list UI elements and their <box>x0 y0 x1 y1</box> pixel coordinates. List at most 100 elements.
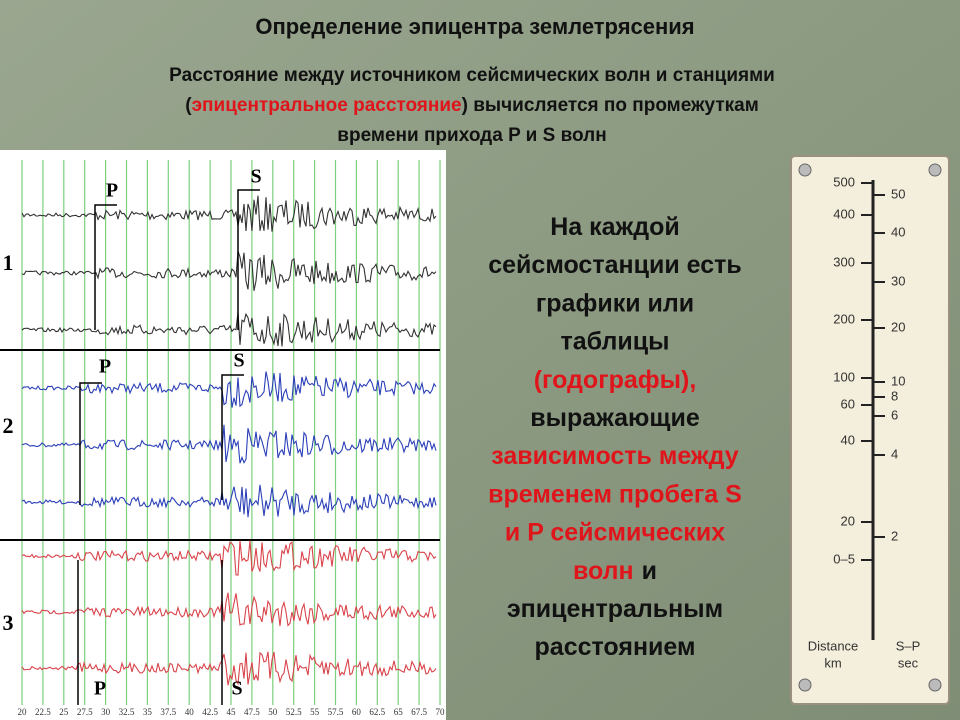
screw <box>798 163 812 177</box>
body-text: сейсмостанции есть <box>488 251 741 279</box>
sp-label: 2 <box>891 528 898 543</box>
explanation-line: временем пробега S <box>488 480 742 508</box>
highlight-text: и P сейсмических <box>505 518 725 546</box>
subtitle: времени прихода P и S волн <box>337 125 606 146</box>
explanation-line: эпицентральным <box>507 595 723 623</box>
explanation-line: и P сейсмических <box>505 518 725 546</box>
time-label: 50 <box>268 707 278 717</box>
time-label: 55 <box>310 707 320 717</box>
time-label: 47.5 <box>244 707 260 717</box>
explanation-line: сейсмостанции есть <box>488 251 741 279</box>
time-label: 20 <box>18 707 28 717</box>
distance-label: 400 <box>833 206 855 221</box>
explanation-line: таблицы <box>561 327 670 355</box>
time-label: 52.5 <box>286 707 302 717</box>
explanation-line: расстоянием <box>535 633 696 661</box>
sp-label: 8 <box>891 388 898 403</box>
time-label: 30 <box>101 707 111 717</box>
sp-label: 6 <box>891 407 898 422</box>
time-label: 40 <box>185 707 195 717</box>
trace <box>21 424 437 464</box>
sp-label: 30 <box>891 273 905 288</box>
highlight-text: временем пробега S <box>488 480 742 508</box>
distance-label: 100 <box>833 369 855 384</box>
sp-title: S–P <box>896 638 921 653</box>
screw <box>928 678 942 692</box>
distance-label: 500 <box>833 174 855 189</box>
subtitle-highlight: эпицентральное расстояние <box>192 95 462 116</box>
s-marker <box>221 374 244 500</box>
body-text: и <box>642 556 657 584</box>
p-label: P <box>106 180 118 202</box>
explanation-line: выражающие <box>530 404 700 432</box>
explanation-line: (годографы), <box>534 365 697 393</box>
sp-label: 40 <box>891 224 905 239</box>
subtitle: (эпицентральное расстояние) вычисляется … <box>185 95 759 116</box>
sp-label: 20 <box>891 319 905 334</box>
body-text: эпицентральным <box>507 595 723 623</box>
s-label: S <box>233 350 244 372</box>
screw <box>798 678 812 692</box>
time-label: 45 <box>227 707 237 717</box>
time-label: 62.5 <box>369 707 385 717</box>
highlight-text: зависимость между <box>491 442 739 470</box>
explanation-line: графики или <box>536 289 694 317</box>
s-label: S <box>231 678 242 700</box>
body-text: графики или <box>536 289 694 317</box>
time-label: 37.5 <box>160 707 176 717</box>
trace <box>21 651 437 686</box>
subtitle: Расстояние между источником сейсмических… <box>169 65 775 86</box>
highlight-text: волн <box>573 556 634 584</box>
distance-label: 40 <box>841 432 855 447</box>
seismogram: 20 22.5 25 27.5 30 32.5 35 37.5 40 42.5 45 47.5 50 52… <box>0 160 445 717</box>
body-text: таблицы <box>561 327 670 355</box>
distance-title: Distance <box>808 638 859 653</box>
distance-title: km <box>824 655 841 670</box>
trace <box>21 592 437 627</box>
time-label: 65 <box>394 707 404 717</box>
time-label: 32.5 <box>119 707 135 717</box>
distance-label: 300 <box>833 254 855 269</box>
distance-label: 20 <box>841 513 855 528</box>
time-label: 25 <box>59 707 69 717</box>
time-label: 35 <box>143 707 153 717</box>
distance-label: 60 <box>841 396 855 411</box>
title: Определение эпицентра землетрясения <box>255 14 694 39</box>
body-text: выражающие <box>530 404 700 432</box>
highlight-text: (годографы), <box>534 365 697 393</box>
trace <box>21 371 437 408</box>
subtitle-part: ) вычисляется по промежуткам <box>462 95 759 116</box>
trace <box>21 195 437 232</box>
time-label: 57.5 <box>328 707 344 717</box>
p-marker <box>79 382 102 505</box>
trace <box>21 250 437 291</box>
time-label: 27.5 <box>77 707 93 717</box>
station-label: 1 <box>3 250 14 275</box>
subtitle-part: ( <box>185 95 192 116</box>
trace <box>21 540 437 576</box>
time-label: 42.5 <box>202 707 218 717</box>
sp-label: 4 <box>891 446 898 461</box>
station-label: 3 <box>3 610 14 635</box>
time-label: 67.5 <box>411 707 427 717</box>
distance-label: 200 <box>833 311 855 326</box>
trace <box>21 312 437 347</box>
body-text: На каждой <box>550 213 680 241</box>
nomogram: 500 400 300 200 100 60 40 20 0–5 50 40 30 20 108 6 4 2 Di… <box>798 163 942 692</box>
sp-label: 50 <box>891 186 905 201</box>
s-label: S <box>250 166 261 188</box>
p-label: P <box>94 678 106 700</box>
time-label: 70 <box>436 707 446 717</box>
s-marker <box>237 189 260 330</box>
explanation: На каждой сейсмостанции есть графики или та… <box>488 213 742 661</box>
nomogram-panel <box>790 155 950 705</box>
body-text: расстоянием <box>535 633 696 661</box>
trace <box>21 484 437 518</box>
p-marker <box>94 204 117 330</box>
time-label: 22.5 <box>35 707 51 717</box>
station-label: 2 <box>3 413 14 438</box>
screw <box>928 163 942 177</box>
explanation-line: На каждой <box>550 213 680 241</box>
explanation-line: зависимость между <box>491 442 739 470</box>
